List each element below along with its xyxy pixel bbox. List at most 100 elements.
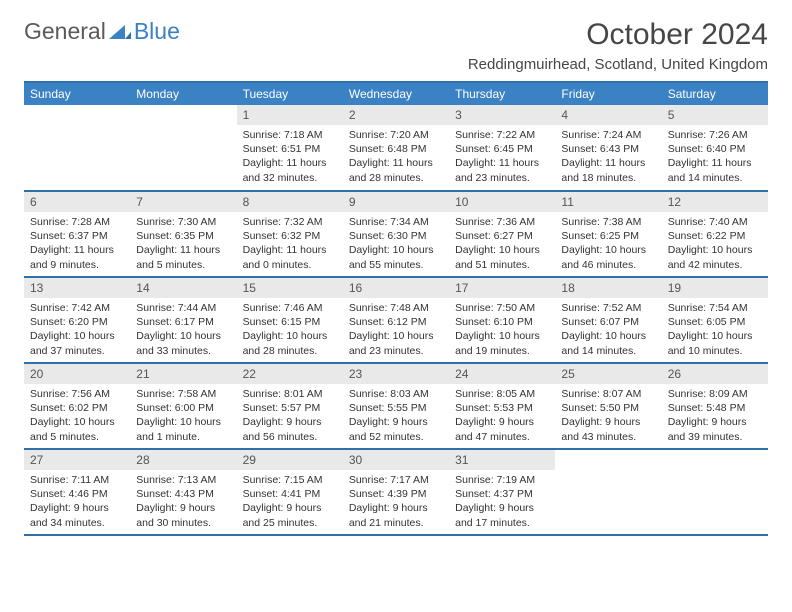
day-details: Sunrise: 7:36 AMSunset: 6:27 PMDaylight:… xyxy=(449,212,555,276)
title-block: October 2024 Reddingmuirhead, Scotland, … xyxy=(468,18,768,73)
day-details: Sunrise: 7:38 AMSunset: 6:25 PMDaylight:… xyxy=(555,212,661,276)
calendar-cell: 22Sunrise: 8:01 AMSunset: 5:57 PMDayligh… xyxy=(237,363,343,449)
day-header: Monday xyxy=(130,82,236,105)
calendar-cell: 30Sunrise: 7:17 AMSunset: 4:39 PMDayligh… xyxy=(343,449,449,535)
day-number: 4 xyxy=(555,105,661,125)
calendar-week-row: 13Sunrise: 7:42 AMSunset: 6:20 PMDayligh… xyxy=(24,277,768,363)
day-details: Sunrise: 7:52 AMSunset: 6:07 PMDaylight:… xyxy=(555,298,661,362)
calendar-body: 1Sunrise: 7:18 AMSunset: 6:51 PMDaylight… xyxy=(24,105,768,535)
day-details: Sunrise: 7:54 AMSunset: 6:05 PMDaylight:… xyxy=(662,298,768,362)
day-details: Sunrise: 7:44 AMSunset: 6:17 PMDaylight:… xyxy=(130,298,236,362)
day-number: 13 xyxy=(24,278,130,298)
day-number: 10 xyxy=(449,192,555,212)
calendar-cell xyxy=(662,449,768,535)
day-details: Sunrise: 7:11 AMSunset: 4:46 PMDaylight:… xyxy=(24,470,130,534)
day-details: Sunrise: 7:13 AMSunset: 4:43 PMDaylight:… xyxy=(130,470,236,534)
day-number: 8 xyxy=(237,192,343,212)
day-details: Sunrise: 8:05 AMSunset: 5:53 PMDaylight:… xyxy=(449,384,555,448)
day-number: 22 xyxy=(237,364,343,384)
day-details: Sunrise: 7:28 AMSunset: 6:37 PMDaylight:… xyxy=(24,212,130,276)
day-number: 3 xyxy=(449,105,555,125)
calendar-week-row: 1Sunrise: 7:18 AMSunset: 6:51 PMDaylight… xyxy=(24,105,768,191)
calendar-cell: 25Sunrise: 8:07 AMSunset: 5:50 PMDayligh… xyxy=(555,363,661,449)
day-details: Sunrise: 7:46 AMSunset: 6:15 PMDaylight:… xyxy=(237,298,343,362)
calendar-cell: 14Sunrise: 7:44 AMSunset: 6:17 PMDayligh… xyxy=(130,277,236,363)
calendar-cell: 7Sunrise: 7:30 AMSunset: 6:35 PMDaylight… xyxy=(130,191,236,277)
location-text: Reddingmuirhead, Scotland, United Kingdo… xyxy=(468,56,768,73)
calendar-page: General Blue October 2024 Reddingmuirhea… xyxy=(0,0,792,554)
calendar-cell: 3Sunrise: 7:22 AMSunset: 6:45 PMDaylight… xyxy=(449,105,555,191)
calendar-cell: 16Sunrise: 7:48 AMSunset: 6:12 PMDayligh… xyxy=(343,277,449,363)
calendar-cell: 24Sunrise: 8:05 AMSunset: 5:53 PMDayligh… xyxy=(449,363,555,449)
day-details: Sunrise: 7:58 AMSunset: 6:00 PMDaylight:… xyxy=(130,384,236,448)
calendar-cell: 28Sunrise: 7:13 AMSunset: 4:43 PMDayligh… xyxy=(130,449,236,535)
day-header: Friday xyxy=(555,82,661,105)
calendar-week-row: 6Sunrise: 7:28 AMSunset: 6:37 PMDaylight… xyxy=(24,191,768,277)
calendar-cell: 10Sunrise: 7:36 AMSunset: 6:27 PMDayligh… xyxy=(449,191,555,277)
calendar-week-row: 27Sunrise: 7:11 AMSunset: 4:46 PMDayligh… xyxy=(24,449,768,535)
day-details: Sunrise: 7:19 AMSunset: 4:37 PMDaylight:… xyxy=(449,470,555,534)
day-details: Sunrise: 7:18 AMSunset: 6:51 PMDaylight:… xyxy=(237,125,343,189)
day-header: Wednesday xyxy=(343,82,449,105)
day-number: 25 xyxy=(555,364,661,384)
day-number: 1 xyxy=(237,105,343,125)
day-header: Thursday xyxy=(449,82,555,105)
day-details: Sunrise: 7:17 AMSunset: 4:39 PMDaylight:… xyxy=(343,470,449,534)
day-number: 27 xyxy=(24,450,130,470)
logo-text-general: General xyxy=(24,18,106,45)
day-details: Sunrise: 7:30 AMSunset: 6:35 PMDaylight:… xyxy=(130,212,236,276)
calendar-cell: 5Sunrise: 7:26 AMSunset: 6:40 PMDaylight… xyxy=(662,105,768,191)
day-details: Sunrise: 8:07 AMSunset: 5:50 PMDaylight:… xyxy=(555,384,661,448)
day-number: 24 xyxy=(449,364,555,384)
day-number: 28 xyxy=(130,450,236,470)
day-details: Sunrise: 7:56 AMSunset: 6:02 PMDaylight:… xyxy=(24,384,130,448)
logo-mark-icon xyxy=(109,18,131,45)
day-details: Sunrise: 7:15 AMSunset: 4:41 PMDaylight:… xyxy=(237,470,343,534)
day-number: 20 xyxy=(24,364,130,384)
day-details: Sunrise: 8:09 AMSunset: 5:48 PMDaylight:… xyxy=(662,384,768,448)
calendar-cell: 26Sunrise: 8:09 AMSunset: 5:48 PMDayligh… xyxy=(662,363,768,449)
calendar-cell: 6Sunrise: 7:28 AMSunset: 6:37 PMDaylight… xyxy=(24,191,130,277)
day-number: 11 xyxy=(555,192,661,212)
day-details: Sunrise: 7:26 AMSunset: 6:40 PMDaylight:… xyxy=(662,125,768,189)
day-number: 17 xyxy=(449,278,555,298)
day-number: 16 xyxy=(343,278,449,298)
day-details: Sunrise: 7:42 AMSunset: 6:20 PMDaylight:… xyxy=(24,298,130,362)
day-details: Sunrise: 7:24 AMSunset: 6:43 PMDaylight:… xyxy=(555,125,661,189)
calendar-header-row: Sunday Monday Tuesday Wednesday Thursday… xyxy=(24,82,768,105)
calendar-cell: 19Sunrise: 7:54 AMSunset: 6:05 PMDayligh… xyxy=(662,277,768,363)
calendar-cell: 29Sunrise: 7:15 AMSunset: 4:41 PMDayligh… xyxy=(237,449,343,535)
day-number: 30 xyxy=(343,450,449,470)
calendar-cell: 8Sunrise: 7:32 AMSunset: 6:32 PMDaylight… xyxy=(237,191,343,277)
calendar-cell: 18Sunrise: 7:52 AMSunset: 6:07 PMDayligh… xyxy=(555,277,661,363)
day-number: 9 xyxy=(343,192,449,212)
calendar-cell: 11Sunrise: 7:38 AMSunset: 6:25 PMDayligh… xyxy=(555,191,661,277)
calendar-cell xyxy=(24,105,130,191)
month-title: October 2024 xyxy=(468,18,768,52)
day-number: 6 xyxy=(24,192,130,212)
calendar-table: Sunday Monday Tuesday Wednesday Thursday… xyxy=(24,81,768,536)
day-number: 5 xyxy=(662,105,768,125)
day-details: Sunrise: 7:40 AMSunset: 6:22 PMDaylight:… xyxy=(662,212,768,276)
page-header: General Blue October 2024 Reddingmuirhea… xyxy=(24,18,768,73)
day-details: Sunrise: 7:50 AMSunset: 6:10 PMDaylight:… xyxy=(449,298,555,362)
day-number: 23 xyxy=(343,364,449,384)
logo-text-blue: Blue xyxy=(134,18,180,45)
day-number: 18 xyxy=(555,278,661,298)
calendar-cell: 4Sunrise: 7:24 AMSunset: 6:43 PMDaylight… xyxy=(555,105,661,191)
day-details: Sunrise: 8:01 AMSunset: 5:57 PMDaylight:… xyxy=(237,384,343,448)
day-number: 21 xyxy=(130,364,236,384)
day-details: Sunrise: 7:22 AMSunset: 6:45 PMDaylight:… xyxy=(449,125,555,189)
day-header: Saturday xyxy=(662,82,768,105)
day-number: 15 xyxy=(237,278,343,298)
calendar-cell: 9Sunrise: 7:34 AMSunset: 6:30 PMDaylight… xyxy=(343,191,449,277)
day-number: 29 xyxy=(237,450,343,470)
calendar-week-row: 20Sunrise: 7:56 AMSunset: 6:02 PMDayligh… xyxy=(24,363,768,449)
logo: General Blue xyxy=(24,18,180,45)
day-details: Sunrise: 7:48 AMSunset: 6:12 PMDaylight:… xyxy=(343,298,449,362)
day-number: 19 xyxy=(662,278,768,298)
calendar-cell xyxy=(130,105,236,191)
calendar-cell: 27Sunrise: 7:11 AMSunset: 4:46 PMDayligh… xyxy=(24,449,130,535)
day-number: 26 xyxy=(662,364,768,384)
calendar-cell: 13Sunrise: 7:42 AMSunset: 6:20 PMDayligh… xyxy=(24,277,130,363)
